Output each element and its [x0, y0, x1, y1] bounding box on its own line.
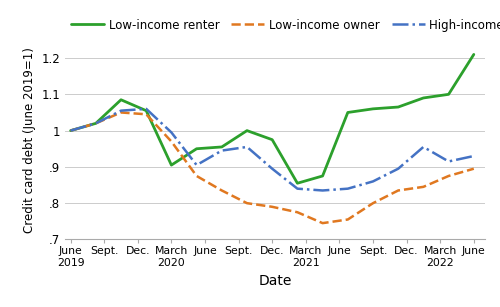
Low-income renter [420, 96, 426, 100]
High-income owner [395, 167, 401, 171]
Low-income renter [143, 109, 149, 112]
Low-income owner [446, 174, 452, 178]
Low-income renter [194, 147, 200, 151]
Low-income owner [269, 205, 275, 209]
Low-income renter [118, 98, 124, 102]
Low-income owner [294, 210, 300, 214]
Low-income owner [244, 201, 250, 205]
Low-income owner [219, 188, 225, 192]
Low-income owner [168, 140, 174, 143]
Low-income owner [68, 129, 73, 132]
Line: Low-income owner: Low-income owner [70, 112, 474, 223]
Low-income renter [395, 105, 401, 109]
Low-income owner [370, 201, 376, 205]
Low-income renter [244, 129, 250, 132]
High-income owner [168, 130, 174, 134]
X-axis label: Date: Date [258, 274, 292, 288]
Low-income renter [269, 138, 275, 142]
High-income owner [219, 149, 225, 152]
High-income owner [446, 160, 452, 163]
Low-income renter [219, 145, 225, 149]
Line: High-income owner: High-income owner [70, 109, 474, 190]
High-income owner [370, 180, 376, 183]
Low-income renter [471, 52, 477, 56]
Low-income owner [420, 185, 426, 189]
Low-income renter [168, 163, 174, 167]
High-income owner [194, 163, 200, 167]
Low-income renter [68, 129, 73, 132]
Low-income owner [345, 218, 351, 221]
Low-income owner [118, 111, 124, 114]
High-income owner [269, 167, 275, 171]
Low-income renter [93, 122, 99, 125]
Y-axis label: Credit card debt (June 2019=1): Credit card debt (June 2019=1) [23, 47, 36, 233]
Low-income renter [446, 92, 452, 96]
Low-income owner [143, 112, 149, 116]
Low-income owner [93, 122, 99, 125]
High-income owner [118, 109, 124, 112]
High-income owner [68, 129, 73, 132]
High-income owner [294, 187, 300, 191]
High-income owner [93, 122, 99, 125]
High-income owner [244, 145, 250, 149]
Low-income owner [194, 174, 200, 178]
Low-income owner [320, 221, 326, 225]
Line: Low-income renter: Low-income renter [70, 54, 474, 183]
Low-income renter [294, 181, 300, 185]
Low-income owner [395, 188, 401, 192]
High-income owner [143, 107, 149, 111]
Legend: Low-income renter, Low-income owner, High-income owner: Low-income renter, Low-income owner, Hig… [71, 19, 500, 32]
High-income owner [320, 188, 326, 192]
Low-income renter [345, 111, 351, 114]
High-income owner [471, 154, 477, 158]
Low-income renter [370, 107, 376, 111]
Low-income owner [471, 167, 477, 171]
High-income owner [420, 145, 426, 149]
Low-income renter [320, 174, 326, 178]
High-income owner [345, 187, 351, 191]
